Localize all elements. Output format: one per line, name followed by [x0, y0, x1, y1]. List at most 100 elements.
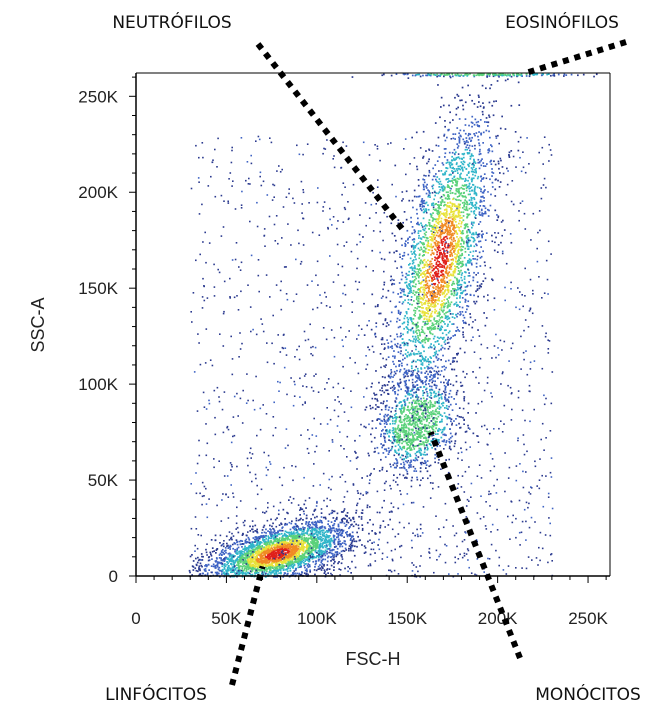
data-point — [454, 440, 457, 442]
data-point — [412, 259, 415, 261]
data-point — [409, 390, 412, 392]
data-point — [428, 427, 430, 429]
data-point — [458, 422, 460, 425]
data-point — [338, 542, 340, 545]
data-point — [253, 545, 256, 548]
data-point — [258, 541, 260, 544]
data-point — [429, 376, 432, 378]
data-point — [297, 558, 300, 560]
data-point — [292, 565, 295, 567]
data-point — [421, 243, 424, 245]
data-point — [424, 460, 426, 462]
data-point — [326, 569, 328, 571]
data-point — [397, 351, 400, 353]
data-point — [365, 387, 368, 390]
data-point — [341, 545, 344, 548]
data-point — [408, 264, 410, 266]
data-point — [457, 273, 459, 275]
data-point — [259, 554, 262, 557]
data-point — [263, 571, 266, 573]
data-point — [419, 415, 421, 418]
data-point — [398, 427, 401, 430]
data-point — [490, 84, 493, 86]
data-point — [431, 427, 433, 430]
data-point — [236, 526, 239, 529]
data-point — [241, 565, 244, 568]
data-point — [397, 426, 399, 428]
data-point — [419, 406, 422, 409]
data-point — [268, 564, 270, 567]
data-point — [299, 563, 302, 565]
data-point — [416, 168, 419, 171]
data-point — [214, 534, 217, 537]
data-point — [452, 274, 455, 277]
data-point — [436, 372, 438, 374]
data-point — [413, 338, 415, 340]
data-point — [392, 389, 394, 392]
data-point — [304, 566, 306, 569]
data-point — [247, 564, 250, 566]
data-point — [473, 245, 476, 248]
data-point — [221, 548, 224, 551]
data-point — [412, 330, 415, 333]
data-point — [423, 443, 425, 446]
data-point — [352, 535, 354, 538]
data-point — [277, 533, 280, 536]
data-point — [442, 302, 445, 304]
data-point — [399, 381, 402, 384]
data-point — [215, 552, 217, 554]
data-point — [427, 240, 430, 242]
data-point — [438, 402, 440, 405]
data-point — [406, 354, 408, 357]
data-point — [417, 223, 420, 226]
data-point — [268, 563, 271, 566]
data-point — [333, 522, 336, 525]
data-point — [406, 470, 409, 473]
data-point — [226, 563, 228, 566]
data-point — [255, 555, 258, 557]
data-point — [440, 396, 443, 398]
data-point — [427, 276, 430, 278]
data-point — [411, 269, 414, 271]
data-point — [341, 520, 344, 523]
data-point — [323, 565, 325, 567]
data-point — [320, 538, 323, 541]
data-point — [419, 417, 422, 420]
data-point — [401, 442, 403, 445]
data-point — [374, 552, 376, 554]
data-point — [426, 407, 429, 410]
data-point — [432, 293, 434, 296]
data-point — [311, 526, 314, 529]
data-point — [403, 376, 406, 379]
data-point — [282, 537, 285, 540]
data-point — [400, 407, 403, 410]
data-point — [456, 147, 459, 149]
data-point — [363, 334, 366, 336]
data-point — [446, 205, 448, 208]
data-point — [291, 520, 293, 523]
data-point — [275, 562, 278, 565]
data-point — [388, 430, 390, 433]
data-point — [419, 484, 421, 487]
data-point — [430, 444, 432, 447]
data-point — [212, 565, 215, 568]
data-point — [399, 378, 402, 381]
data-point — [451, 361, 454, 363]
data-point — [468, 262, 471, 264]
data-point — [305, 568, 308, 570]
data-point — [472, 161, 475, 164]
data-point — [268, 548, 271, 551]
data-point — [329, 549, 331, 552]
data-point — [416, 295, 418, 298]
data-point — [472, 371, 474, 373]
data-point — [404, 242, 406, 245]
data-point — [338, 568, 341, 570]
data-point — [435, 323, 437, 325]
data-point — [449, 428, 451, 430]
data-point — [322, 542, 324, 545]
data-point — [453, 317, 456, 319]
data-point — [262, 557, 265, 560]
data-point — [274, 539, 277, 541]
data-point — [424, 202, 427, 205]
data-point — [467, 172, 470, 174]
